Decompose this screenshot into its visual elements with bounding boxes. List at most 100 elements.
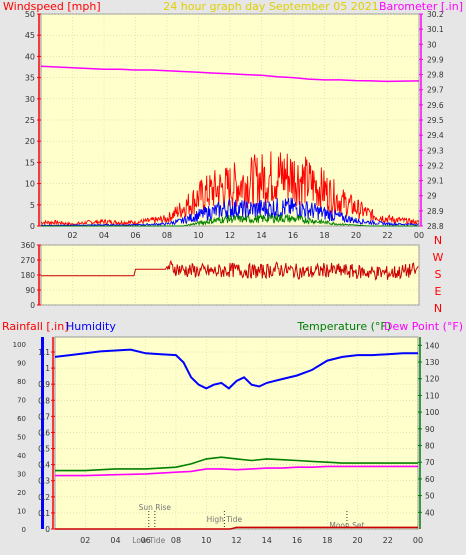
windspeed-tick-label: 15 (25, 158, 35, 167)
humidity-hour-tick-label: 22 (383, 536, 393, 545)
humidity-panel-series-line (55, 465, 418, 477)
barometer-tick-label: 29.6 (427, 101, 444, 110)
temperature-tick-label: 130 (425, 358, 440, 367)
humidity-axis-label: Humidity (66, 320, 116, 333)
temperature-tick-label: 40 (425, 508, 435, 517)
barometer-tick-label: 29.7 (427, 86, 444, 95)
humidity-axis-bar (41, 337, 44, 529)
header-left-label: Windspeed [mph] (3, 0, 101, 13)
humidity-tick-label: 80 (17, 378, 26, 386)
wind-hour-tick-label: 06 (130, 231, 140, 240)
humidity-tick-label: 90 (17, 360, 26, 368)
direction-degree-axis: 0 90 180 270 360 (21, 241, 41, 310)
humidity-tick-label: 40 (17, 452, 26, 460)
compass-letter: N (434, 234, 442, 247)
wind-panel-series (40, 65, 420, 227)
direction-tick-label: 0 (30, 301, 35, 310)
rainfall-tick-label: 0.1 (38, 509, 50, 518)
compass-letter: S (435, 268, 442, 281)
wind-hour-tick-label: 20 (351, 231, 361, 240)
temperature-tick-label: 80 (425, 442, 435, 451)
humidity-tick-label: 50 (17, 434, 26, 442)
humidity-hour-tick-label: 04 (110, 536, 120, 545)
rainfall-axis: 0 0.1 0.2 0.3 0.4 0.5 0.6 0.7 0.8 0.9 1 1.1 (38, 337, 55, 534)
temperature-axis: 40 50 60 70 80 90 100 110 120 130 140 (418, 337, 440, 529)
header-right-label: Barometer [.in] (379, 0, 463, 13)
barometer-axis: 28.8 28.9 29 29.1 29.2 29.3 29.4 29.5 29.6 29.7 29… (419, 10, 444, 231)
humidity-tick-label: 0 (22, 526, 26, 534)
wind-hour-tick-label: 16 (288, 231, 298, 240)
rainfall-tick-label: 0.9 (38, 380, 50, 389)
rainfall-tick-label: 0 (45, 525, 50, 534)
wind-hour-tick-label: 00 (414, 231, 424, 240)
windspeed-tick-label: 45 (25, 31, 35, 40)
temperature-tick-label: 140 (425, 341, 440, 350)
astro-annotations: Sun Rise Low Tide High Tide Moon Set (132, 503, 364, 545)
dewpoint-axis-label: Dew Point (°F) (384, 320, 463, 333)
barometer-series-line (40, 65, 420, 83)
barometer-tick-label: 29.4 (427, 131, 444, 140)
temperature-tick-label: 70 (425, 458, 435, 467)
annotation-label: Low Tide (132, 536, 165, 545)
humidity-panel-series-line (55, 526, 418, 530)
barometer-tick-label: 30 (427, 40, 437, 49)
barometer-tick-label: 29.1 (427, 177, 444, 186)
wind-hour-tick-label: 08 (162, 231, 172, 240)
direction-series-line (41, 259, 419, 281)
temperature-tick-label: 50 (425, 492, 435, 501)
humidity-tick-label: 30 (17, 471, 26, 479)
humidity-hour-tick-label: 16 (292, 536, 302, 545)
humidity-panel-series (54, 348, 418, 530)
wind-hour-tick-label: 04 (99, 231, 109, 240)
barometer-tick-label: 30.2 (427, 10, 444, 19)
direction-tick-label: 180 (21, 271, 36, 280)
temperature-tick-label: 110 (425, 391, 440, 400)
humidity-tick-label: 100 (13, 341, 26, 349)
rainfall-tick-label: 0.4 (38, 461, 50, 470)
windspeed-axis: 0 5 10 15 20 25 30 35 40 45 50 (25, 10, 41, 231)
humidity-hour-tick-label: 06 (141, 536, 151, 545)
humidity-hour-tick-label: 18 (322, 536, 332, 545)
humidity-panel-hour-axis: 02 04 06 08 10 12 14 16 18 20 22 00 (80, 536, 423, 545)
direction-panel-series (41, 259, 419, 281)
rainfall-tick-label: 0.3 (38, 477, 50, 486)
humidity-hour-tick-label: 02 (80, 536, 90, 545)
windspeed-tick-label: 5 (30, 201, 35, 210)
humidity-panel-series-line (54, 348, 418, 390)
humidity-tick-label: 70 (17, 397, 26, 405)
humidity-panel-grid (55, 337, 419, 530)
humidity-panel-series-line (55, 456, 418, 472)
humidity-hour-tick-label: 14 (262, 536, 272, 545)
humidity-hour-tick-label: 08 (171, 536, 181, 545)
windspeed-tick-label: 30 (25, 95, 35, 104)
barometer-tick-label: 29.5 (427, 116, 444, 125)
wind-hour-tick-label: 18 (319, 231, 329, 240)
barometer-tick-label: 29.3 (427, 146, 444, 155)
annotation-label: Sun Rise (139, 503, 172, 512)
barometer-tick-label: 29.8 (427, 71, 444, 80)
rainfall-tick-label: 0.5 (38, 445, 50, 454)
barometer-tick-label: 29 (427, 192, 437, 201)
humidity-hour-tick-label: 10 (201, 536, 211, 545)
wind-hour-tick-label: 14 (256, 231, 266, 240)
wind-series-line (40, 197, 420, 227)
windspeed-tick-label: 10 (25, 180, 35, 189)
humidity-hour-tick-label: 20 (352, 536, 362, 545)
windspeed-tick-label: 0 (30, 222, 35, 231)
temperature-axis-label: Temperature (°F) (296, 320, 391, 333)
humidity-temperature-panel: Sun Rise Low Tide High Tide Moon Set 0 0.1 0.… (13, 336, 440, 545)
humidity-tick-label: 60 (17, 415, 26, 423)
direction-tick-label: 270 (21, 256, 36, 265)
rainfall-tick-label: 1.1 (38, 348, 50, 357)
rainfall-tick-label: 0.2 (38, 493, 50, 502)
compass-letter: E (435, 285, 442, 298)
windspeed-tick-label: 40 (25, 52, 35, 61)
humidity-hour-tick-label: 12 (231, 536, 241, 545)
windspeed-tick-label: 20 (25, 137, 35, 146)
windspeed-tick-label: 35 (25, 74, 35, 83)
barometer-tick-label: 29.2 (427, 161, 444, 170)
temperature-tick-label: 120 (425, 375, 440, 384)
annotation-label: Moon Set (329, 521, 364, 530)
